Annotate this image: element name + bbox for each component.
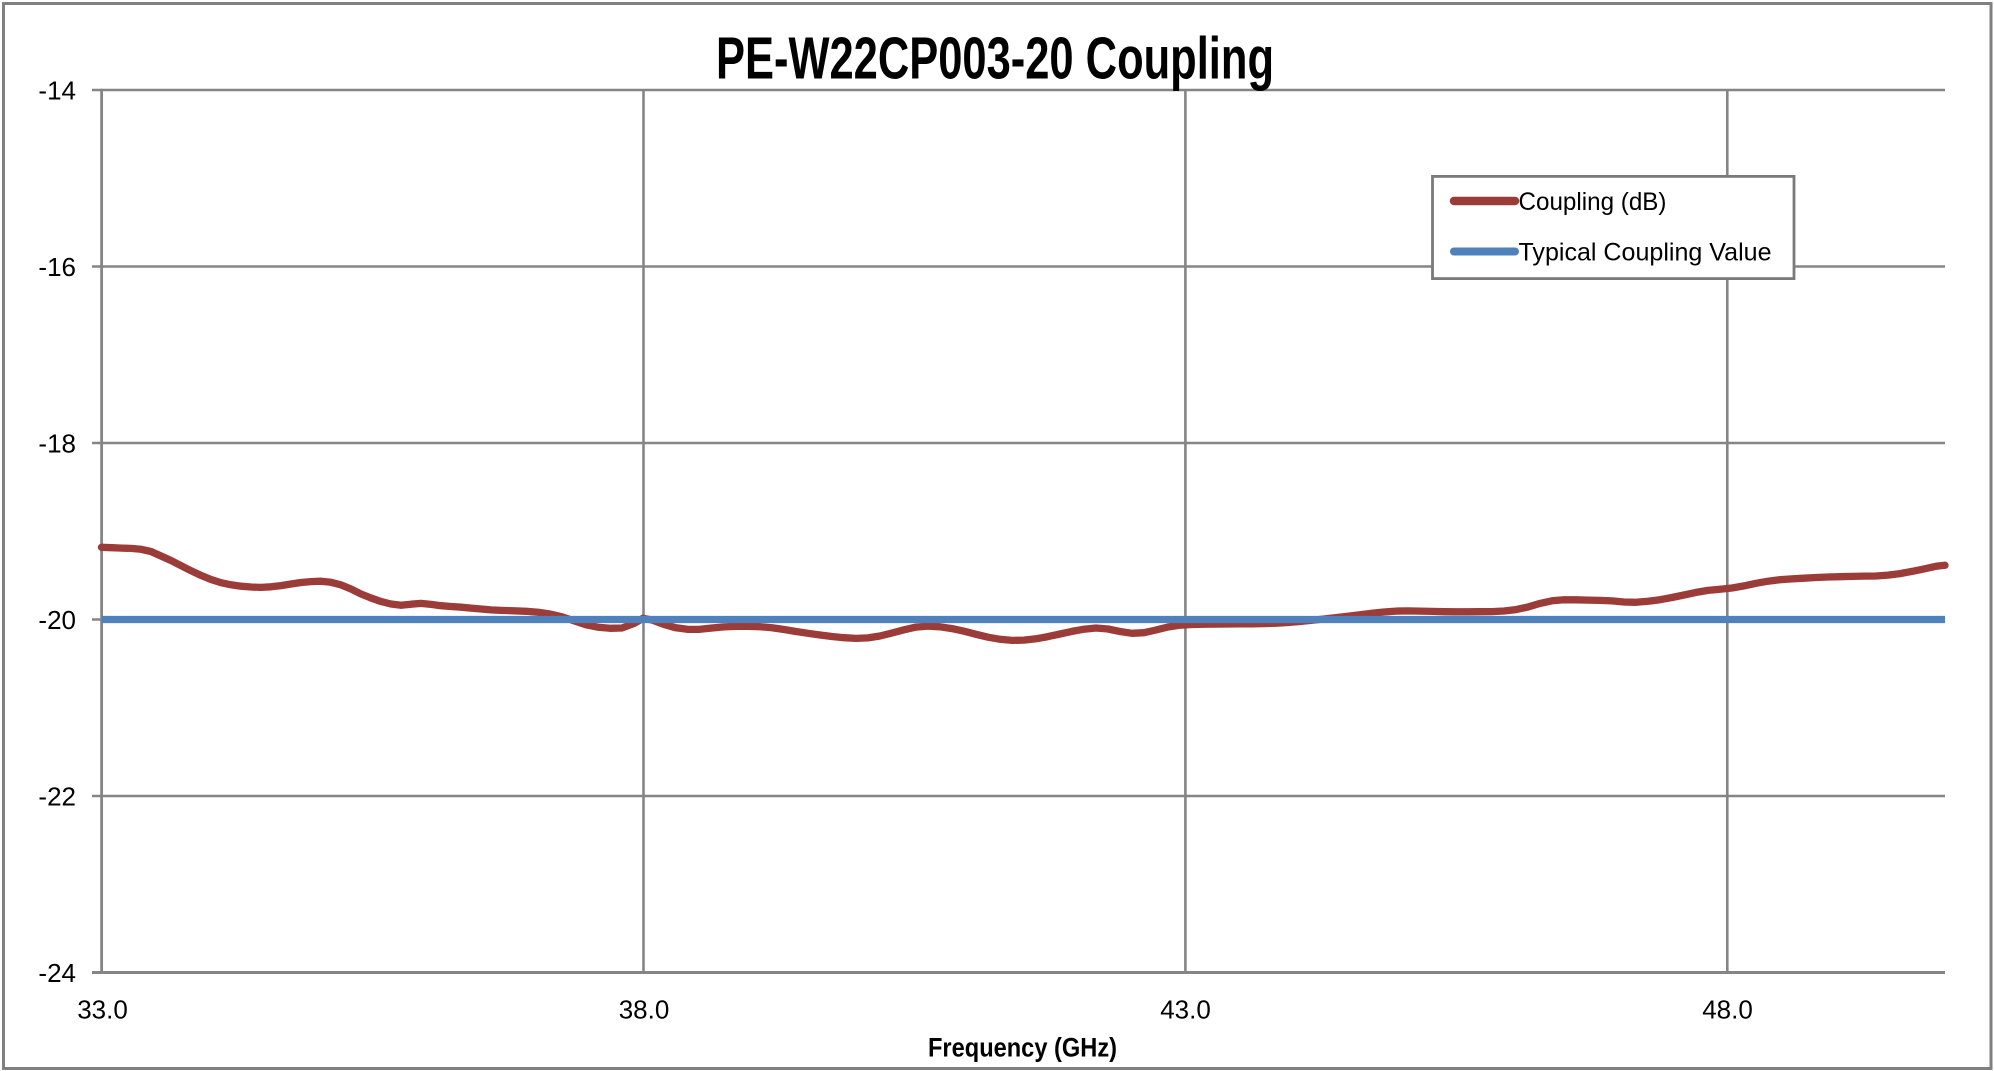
svg-text:PE-W22CP003-20 Coupling: PE-W22CP003-20 Coupling [716,26,1274,92]
svg-text:43.0: 43.0 [1160,995,1211,1025]
svg-text:38.0: 38.0 [619,995,670,1025]
svg-text:-18: -18 [38,429,76,459]
svg-text:Typical Coupling Value: Typical Coupling Value [1519,239,1772,267]
svg-text:-16: -16 [38,252,76,282]
svg-text:-20: -20 [38,605,76,635]
svg-text:-14: -14 [38,76,76,106]
svg-text:-24: -24 [38,958,76,988]
svg-text:48.0: 48.0 [1702,995,1753,1025]
svg-text:Coupling (dB): Coupling (dB) [1519,188,1667,216]
svg-text:Frequency (GHz): Frequency (GHz) [928,1033,1117,1063]
svg-text:33.0: 33.0 [77,995,128,1025]
svg-text:-22: -22 [38,782,76,812]
